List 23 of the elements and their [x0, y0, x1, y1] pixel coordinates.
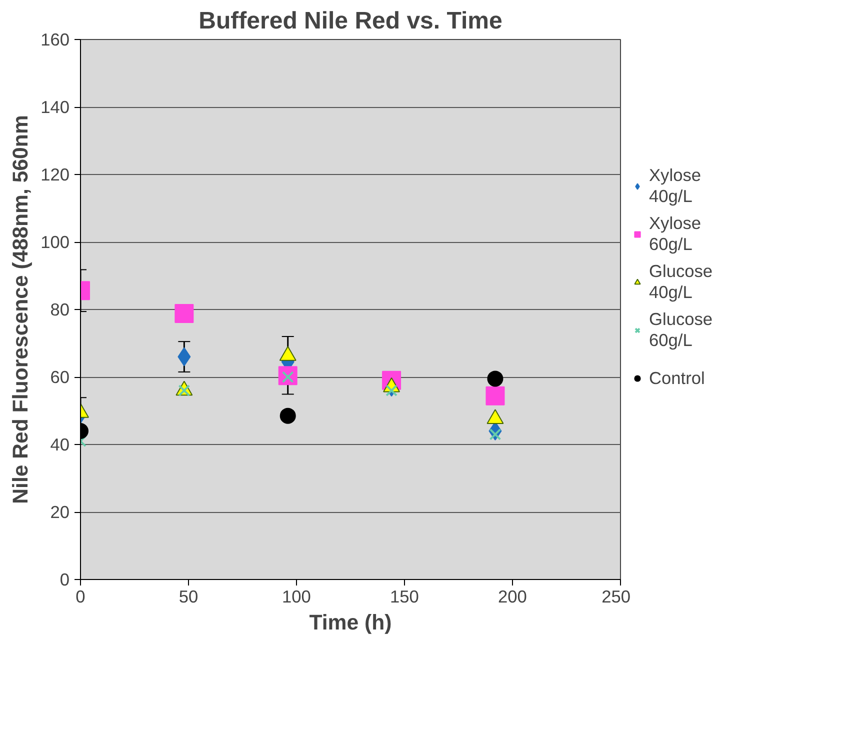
x-tick-label: 50 [178, 586, 198, 606]
legend-label: Glucose 60g/L [649, 308, 713, 352]
y-tick-label: 40 [50, 434, 70, 454]
x-tick-label: 250 [602, 586, 631, 606]
x-tick-label: 100 [282, 586, 311, 606]
x-tick-label: 200 [498, 586, 527, 606]
legend-label: Control [649, 366, 705, 390]
x-tick-label: 150 [390, 586, 419, 606]
y-tick-label: 140 [40, 97, 70, 117]
legend-label: Glucose 40g/L [649, 260, 713, 304]
y-tick-label: 0 [60, 570, 70, 590]
y-tick-label: 100 [40, 232, 70, 252]
y-tick-label: 80 [50, 300, 70, 320]
chart-title: Buffered Nile Red vs. Time [198, 8, 502, 34]
legend-label: Xylose 60g/L [649, 212, 702, 256]
y-tick-label: 160 [40, 30, 70, 50]
y-axis-title: Nile Red Fluorescence (488nm, 560nm [8, 115, 33, 504]
y-tick-label: 60 [50, 367, 70, 387]
legend-label: Xylose 40g/L [649, 164, 702, 208]
x-tick-label: 0 [76, 586, 86, 606]
y-tick-label: 120 [40, 164, 70, 184]
y-tick-label: 20 [50, 502, 70, 522]
x-axis-title: Time (h) [309, 610, 392, 634]
